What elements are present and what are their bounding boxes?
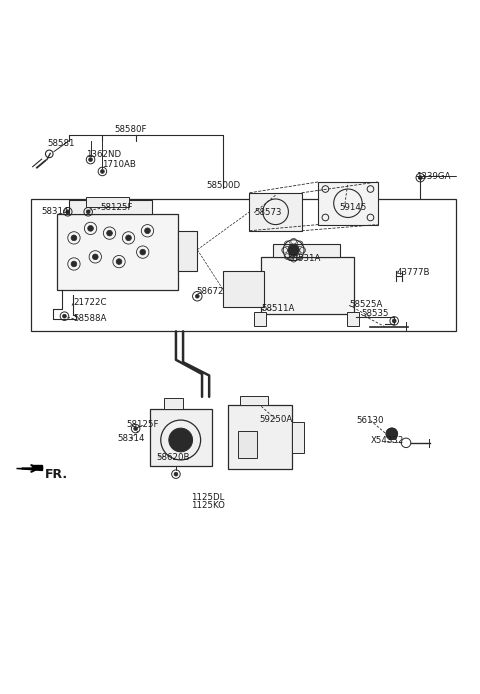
Bar xyxy=(292,422,304,452)
Circle shape xyxy=(88,226,94,231)
Bar xyxy=(57,214,179,290)
Text: 58580F: 58580F xyxy=(115,125,147,134)
Circle shape xyxy=(107,230,112,236)
Circle shape xyxy=(71,261,77,266)
Circle shape xyxy=(392,319,396,323)
Bar xyxy=(223,271,264,307)
Bar xyxy=(347,312,359,325)
Text: 58672: 58672 xyxy=(196,287,224,296)
Circle shape xyxy=(144,228,150,234)
Circle shape xyxy=(288,244,300,256)
Circle shape xyxy=(174,472,178,476)
Circle shape xyxy=(93,254,98,260)
Text: 59145: 59145 xyxy=(340,203,367,212)
Bar xyxy=(228,405,292,469)
Bar xyxy=(318,182,378,225)
Bar xyxy=(179,231,197,271)
Bar xyxy=(273,244,340,257)
Circle shape xyxy=(71,235,77,241)
Circle shape xyxy=(86,210,90,214)
Text: 58511A: 58511A xyxy=(261,304,295,313)
Bar xyxy=(250,193,301,231)
Bar xyxy=(254,312,266,325)
Text: 58531A: 58531A xyxy=(288,254,321,263)
Bar xyxy=(240,396,268,405)
Circle shape xyxy=(169,428,192,452)
Bar xyxy=(150,409,212,466)
Text: FR.: FR. xyxy=(45,468,68,481)
Text: 58620B: 58620B xyxy=(156,453,190,462)
Text: 58525A: 58525A xyxy=(349,301,383,310)
Text: 58535: 58535 xyxy=(361,310,388,319)
Circle shape xyxy=(62,314,66,318)
Circle shape xyxy=(116,259,122,264)
Text: 1125KO: 1125KO xyxy=(191,502,225,511)
Text: 58581: 58581 xyxy=(48,139,75,149)
Circle shape xyxy=(419,176,422,180)
Text: 58500D: 58500D xyxy=(206,181,240,190)
Bar xyxy=(69,200,152,214)
Circle shape xyxy=(66,210,70,214)
Text: 58314: 58314 xyxy=(117,434,144,443)
Circle shape xyxy=(177,437,184,443)
Circle shape xyxy=(89,158,93,162)
Bar xyxy=(238,432,257,457)
Circle shape xyxy=(134,427,137,430)
Circle shape xyxy=(386,428,397,439)
Text: 56130: 56130 xyxy=(357,416,384,425)
Bar xyxy=(86,196,129,207)
Circle shape xyxy=(195,294,199,298)
Text: 59250A: 59250A xyxy=(259,414,292,423)
Text: 1339GA: 1339GA xyxy=(416,171,450,180)
Circle shape xyxy=(100,169,104,174)
Text: X54332: X54332 xyxy=(371,437,404,446)
Polygon shape xyxy=(16,465,42,471)
Text: 1125DL: 1125DL xyxy=(191,493,225,502)
Text: 58588A: 58588A xyxy=(73,314,107,323)
Bar xyxy=(164,398,183,409)
Circle shape xyxy=(140,249,145,255)
Text: 43777B: 43777B xyxy=(396,268,430,276)
Bar xyxy=(31,199,456,331)
Circle shape xyxy=(126,235,132,241)
Text: 21722C: 21722C xyxy=(73,298,107,307)
Text: 58125F: 58125F xyxy=(100,203,132,212)
Text: 58125F: 58125F xyxy=(127,421,159,430)
Bar xyxy=(261,257,354,314)
Text: 1710AB: 1710AB xyxy=(102,160,136,169)
Text: 58314: 58314 xyxy=(42,208,69,217)
Text: 1362ND: 1362ND xyxy=(86,151,121,160)
Text: 58573: 58573 xyxy=(254,208,282,217)
